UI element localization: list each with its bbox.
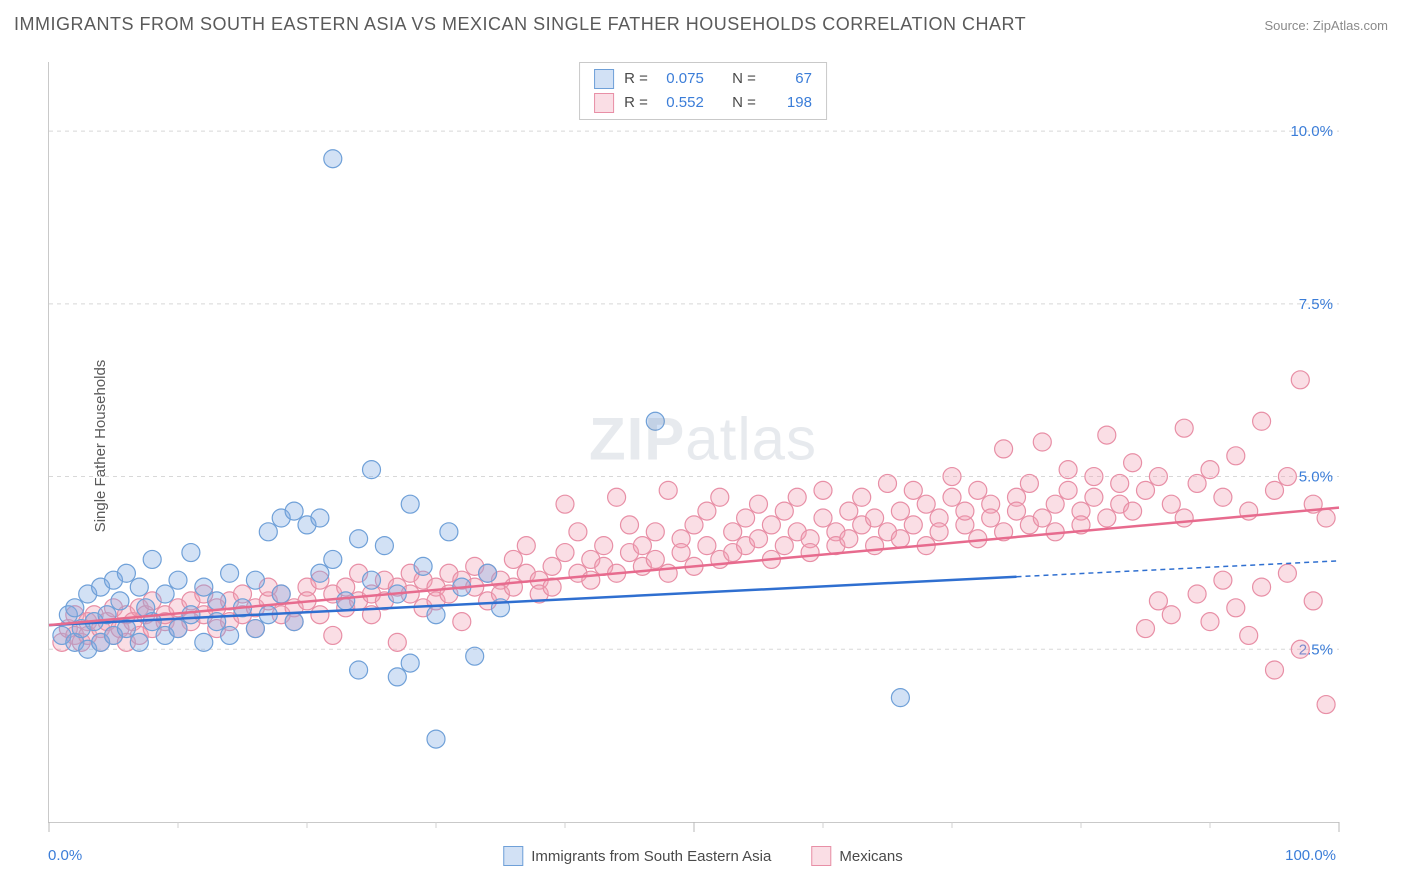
swatch-sea-icon bbox=[503, 846, 523, 866]
plot-area: 2.5%5.0%7.5%10.0% bbox=[48, 62, 1339, 823]
x-tick-label-0: 0.0% bbox=[48, 847, 82, 864]
x-tick-label-100: 100.0% bbox=[1285, 847, 1336, 864]
swatch-mex bbox=[594, 93, 614, 113]
legend-stats-box: R = 0.075 N = 67 R = 0.552 N = 198 bbox=[579, 62, 827, 120]
legend-item-sea: Immigrants from South Eastern Asia bbox=[503, 846, 771, 866]
legend-stats-row-mex: R = 0.552 N = 198 bbox=[594, 91, 812, 115]
chart-svg: 2.5%5.0%7.5%10.0% bbox=[49, 62, 1339, 822]
swatch-sea bbox=[594, 69, 614, 89]
legend-item-mex: Mexicans bbox=[811, 846, 902, 866]
svg-text:10.0%: 10.0% bbox=[1290, 123, 1333, 140]
chart-title: IMMIGRANTS FROM SOUTH EASTERN ASIA VS ME… bbox=[14, 14, 1026, 35]
swatch-mex-icon bbox=[811, 846, 831, 866]
legend-stats-row-sea: R = 0.075 N = 67 bbox=[594, 67, 812, 91]
legend-bottom: Immigrants from South Eastern Asia Mexic… bbox=[503, 846, 902, 866]
svg-text:7.5%: 7.5% bbox=[1299, 296, 1333, 313]
source-label: Source: ZipAtlas.com bbox=[1264, 18, 1388, 33]
svg-text:5.0%: 5.0% bbox=[1299, 469, 1333, 486]
